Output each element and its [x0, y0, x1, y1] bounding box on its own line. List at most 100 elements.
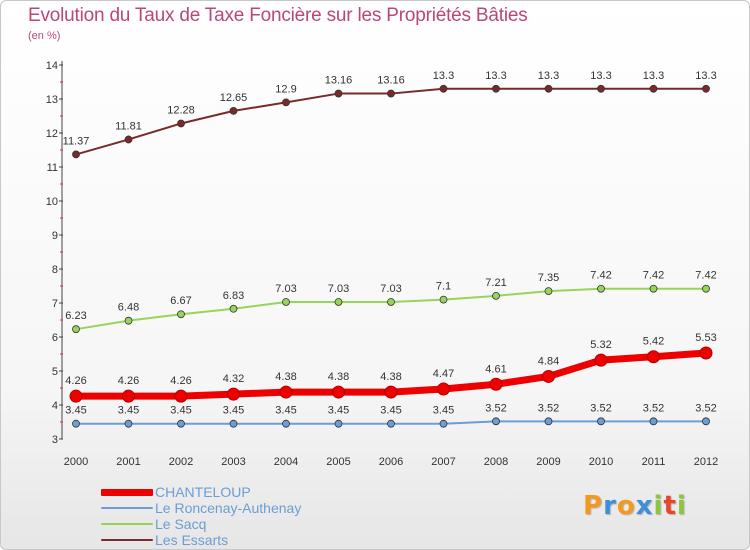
data-label: 13.16	[377, 75, 405, 87]
legend-swatch	[101, 489, 153, 496]
data-point	[124, 135, 133, 144]
data-label: 3.45	[170, 405, 191, 417]
data-point	[699, 346, 713, 360]
data-label: 11.81	[115, 120, 142, 132]
logo-letter: i	[676, 491, 687, 521]
x-tick-label: 2002	[169, 456, 193, 468]
legend-label: Le Roncenay-Authenay	[155, 500, 302, 516]
chart-subtitle: (en %)	[28, 30, 61, 42]
x-tick-label: 2005	[326, 456, 350, 468]
data-label: 3.52	[695, 402, 716, 414]
data-label: 4.38	[275, 371, 296, 383]
data-label: 3.45	[328, 405, 349, 417]
data-point	[384, 385, 398, 399]
data-label: 6.67	[170, 295, 191, 307]
data-point	[647, 350, 660, 364]
x-tick-label: 2011	[642, 456, 666, 468]
data-label: 4.47	[433, 368, 454, 380]
data-point	[72, 325, 80, 334]
data-label: 7.03	[328, 283, 349, 295]
series-line-les-essarts	[75, 87, 707, 156]
y-tick-label: 14	[46, 60, 58, 72]
data-label: 3.45	[223, 405, 244, 417]
data-label: 13.3	[695, 70, 716, 82]
data-label: 7.21	[485, 277, 506, 289]
data-point	[229, 304, 238, 313]
proxiti-logo: Proxiti	[583, 491, 687, 521]
data-label: 5.53	[695, 332, 716, 344]
data-point	[177, 419, 185, 428]
data-label: 4.61	[485, 363, 506, 375]
data-label: 13.3	[433, 70, 454, 82]
data-point	[542, 369, 555, 383]
data-label: 3.52	[485, 402, 506, 414]
data-label: 12.28	[167, 104, 195, 116]
logo-letter: r	[603, 491, 617, 521]
data-point	[702, 84, 710, 93]
data-point	[72, 419, 80, 428]
x-tick-label: 2001	[116, 456, 140, 468]
x-tick-label: 2008	[484, 456, 508, 468]
data-point	[177, 310, 185, 319]
legend-swatch	[101, 507, 153, 509]
y-tick-label: 6	[52, 332, 58, 344]
data-label: 3.45	[275, 405, 296, 417]
data-point	[229, 107, 238, 115]
y-tick-label: 4	[52, 400, 58, 412]
data-point	[437, 382, 450, 396]
data-point	[649, 284, 658, 293]
chart-title: Evolution du Taux de Taxe Foncière sur l…	[28, 5, 528, 26]
data-label: 13.3	[643, 70, 664, 82]
data-point	[492, 291, 500, 300]
data-point	[229, 419, 238, 428]
data-point	[334, 298, 343, 306]
data-point	[122, 389, 135, 403]
data-point	[72, 150, 80, 159]
data-point	[334, 89, 343, 98]
data-point	[387, 89, 395, 98]
legend-label: CHANTELOUP	[155, 484, 251, 500]
data-label: 3.45	[65, 405, 86, 417]
y-tick-label: 11	[47, 162, 58, 174]
data-point	[279, 385, 293, 399]
x-tick-label: 2012	[694, 456, 718, 468]
data-label: 3.45	[118, 405, 139, 417]
data-point	[227, 387, 240, 401]
data-label: 13.3	[485, 70, 506, 82]
data-label: 5.32	[590, 339, 611, 351]
x-tick-label: 2009	[536, 456, 560, 468]
y-tick-label: 12	[46, 128, 58, 140]
data-label: 7.1	[436, 281, 451, 293]
data-point	[544, 417, 553, 426]
data-label: 12.9	[275, 83, 296, 95]
data-label: 7.35	[538, 272, 559, 284]
x-tick-label: 2007	[431, 456, 455, 468]
logo-letter: t	[663, 491, 677, 521]
data-point	[597, 284, 605, 293]
data-label: 4.26	[65, 375, 86, 387]
data-label: 4.84	[538, 355, 559, 367]
logo-letter: P	[583, 491, 604, 521]
data-point	[649, 417, 658, 426]
data-point	[492, 84, 500, 93]
data-point	[439, 295, 448, 304]
legend-label: Le Sacq	[155, 516, 207, 532]
data-point	[174, 389, 188, 403]
data-label: 6.83	[223, 290, 244, 302]
data-point	[597, 417, 605, 426]
data-point	[649, 84, 658, 93]
data-label: 13.16	[325, 75, 353, 87]
data-point	[69, 389, 83, 403]
data-point	[544, 287, 553, 296]
data-label: 7.42	[695, 270, 716, 282]
data-label: 3.52	[590, 402, 611, 414]
data-point	[544, 84, 553, 93]
data-label: 4.26	[118, 375, 139, 387]
data-point	[702, 284, 710, 293]
data-point	[492, 417, 500, 426]
data-point	[387, 419, 395, 428]
data-label: 3.52	[538, 402, 559, 414]
x-tick-label: 2000	[64, 456, 88, 468]
